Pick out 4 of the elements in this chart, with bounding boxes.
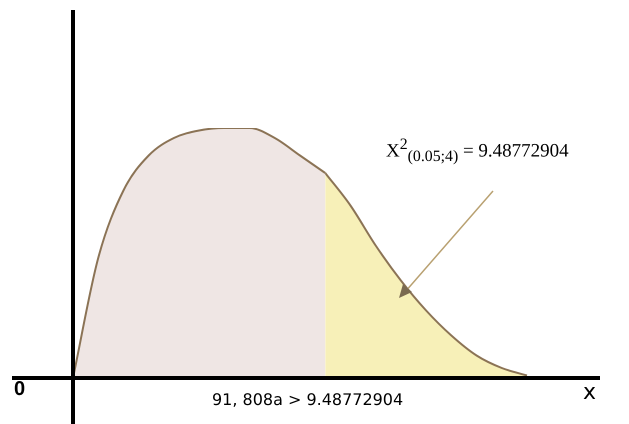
- x-axis-title: x: [583, 380, 596, 405]
- text: 91, 808a > 9.48772904: [212, 390, 404, 409]
- text: 0: [14, 378, 26, 401]
- annotation: X$^{2}$$_{(0.05;4)}$ = 9.48772904: [386, 136, 569, 166]
